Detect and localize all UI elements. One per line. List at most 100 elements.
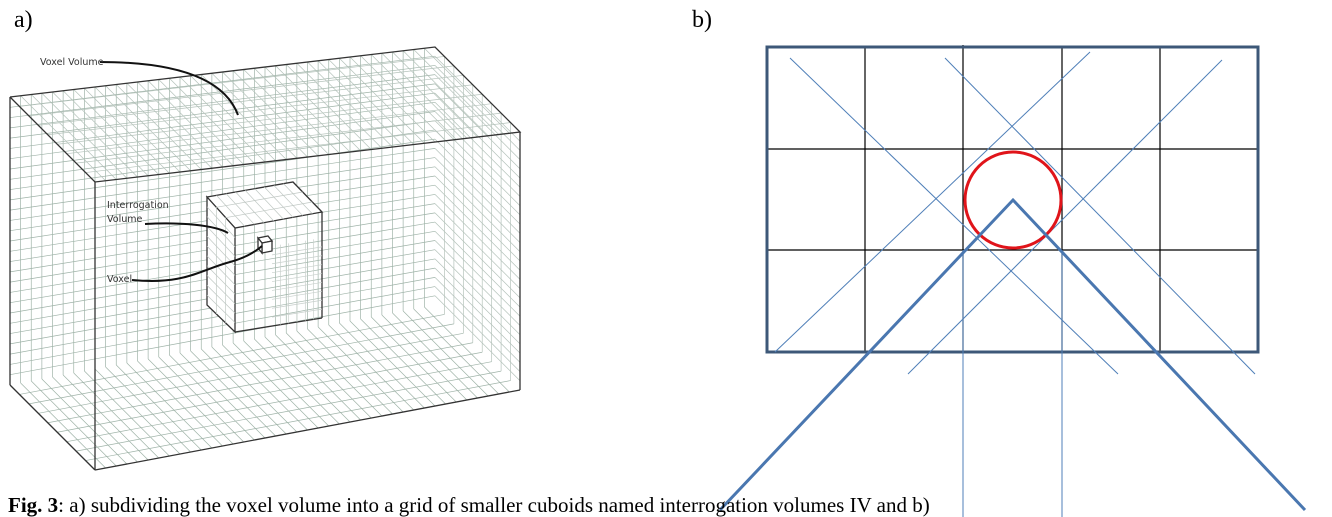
- grid-line: [216, 195, 245, 227]
- grid-line: [76, 370, 502, 452]
- leader-interrogation: [144, 222, 229, 234]
- grid-line: [434, 92, 521, 179]
- grid-line: [179, 76, 266, 163]
- grid-line: [271, 282, 323, 291]
- grid-line: [85, 380, 511, 461]
- grid-line: [434, 129, 521, 216]
- grid-line: [434, 138, 521, 225]
- grid-line: [307, 61, 393, 148]
- grid-line: [402, 310, 489, 397]
- grid-line: [434, 175, 521, 262]
- grid-line: [434, 166, 521, 253]
- grid-line: [206, 206, 236, 238]
- grid-line: [9, 148, 436, 211]
- grid-line: [271, 255, 323, 265]
- grid-line: [434, 231, 521, 317]
- grid-line: [206, 255, 236, 285]
- grid-line: [66, 361, 492, 443]
- grid-line: [434, 111, 521, 197]
- grid-line: [20, 95, 106, 181]
- voxel-grid: [9, 48, 521, 469]
- grid-line: [434, 203, 521, 289]
- grid-line: [126, 362, 213, 449]
- cube-grid: [206, 183, 323, 325]
- grid-line: [371, 54, 457, 140]
- grid-line: [222, 344, 308, 431]
- grid-line: [9, 111, 436, 170]
- grid-line: [201, 74, 287, 160]
- grid-line: [211, 346, 298, 433]
- grid-line: [434, 212, 521, 299]
- grid-line: [9, 83, 436, 139]
- grid-line: [31, 94, 117, 180]
- grid-line: [244, 190, 274, 222]
- grid-line: [434, 157, 521, 243]
- ray: [789, 57, 1119, 375]
- grid-line: [275, 65, 361, 151]
- voxel-front: [261, 240, 273, 254]
- grid-line: [392, 312, 478, 399]
- grid-line: [434, 221, 521, 308]
- grid-line: [434, 267, 521, 354]
- grid-line: [286, 332, 372, 419]
- grid-line: [147, 358, 234, 445]
- grid-line: [286, 64, 372, 150]
- grid-line: [273, 185, 303, 216]
- grid-line: [271, 273, 323, 282]
- grid-line: [434, 55, 521, 142]
- grid-line: [73, 372, 159, 459]
- grid-line: [307, 328, 393, 415]
- grid-line: [57, 93, 483, 145]
- box-edge: [9, 384, 96, 471]
- grid-line: [38, 332, 464, 414]
- box-edge: [94, 389, 521, 471]
- grid-line: [271, 264, 323, 274]
- grid-line: [206, 285, 236, 314]
- grid-line: [137, 81, 223, 168]
- grid-line: [47, 342, 473, 424]
- grid-line: [126, 83, 213, 169]
- grid-line: [169, 354, 255, 441]
- grid-line: [41, 93, 128, 179]
- grid-line: [434, 194, 521, 280]
- grid-line: [216, 191, 303, 208]
- grid-line: [271, 290, 323, 300]
- grid-line: [206, 275, 236, 304]
- grid-line: [9, 295, 436, 376]
- grid-line: [349, 320, 436, 407]
- grid-line: [434, 286, 521, 372]
- grid-line: [19, 56, 445, 107]
- grid-line: [105, 85, 191, 171]
- caption-label: Fig. 3: [8, 493, 58, 517]
- grid-line: [76, 112, 502, 164]
- grid-line: [225, 193, 255, 225]
- grid-line: [264, 186, 294, 218]
- caption-text: : a) subdividing the voxel volume into a…: [58, 493, 930, 517]
- grid-line: [339, 322, 425, 409]
- grid-line: [243, 340, 329, 427]
- grid-line: [9, 138, 436, 201]
- grid-line: [232, 342, 319, 429]
- grid-line: [360, 55, 446, 141]
- grid-line: [328, 59, 414, 145]
- grid-line: [147, 80, 234, 166]
- grid-line: [62, 90, 149, 176]
- grid-line: [254, 338, 340, 425]
- grid-line: [20, 382, 106, 469]
- voxel-volume-box: [9, 46, 522, 471]
- leader-voxel: [131, 245, 263, 282]
- grid-line: [434, 295, 521, 382]
- grid-line: [402, 50, 489, 136]
- grid-line: [381, 53, 468, 139]
- grid-line: [328, 324, 414, 411]
- grid-line: [9, 55, 436, 108]
- grid-line: [235, 191, 265, 223]
- grid-line: [47, 84, 473, 136]
- grid-line: [434, 277, 521, 363]
- grid-line: [424, 306, 510, 393]
- grid-line: [85, 122, 511, 173]
- grid-line: [413, 49, 499, 135]
- grid-line: [434, 102, 521, 188]
- grid-line: [9, 286, 436, 365]
- grid-line: [169, 78, 255, 164]
